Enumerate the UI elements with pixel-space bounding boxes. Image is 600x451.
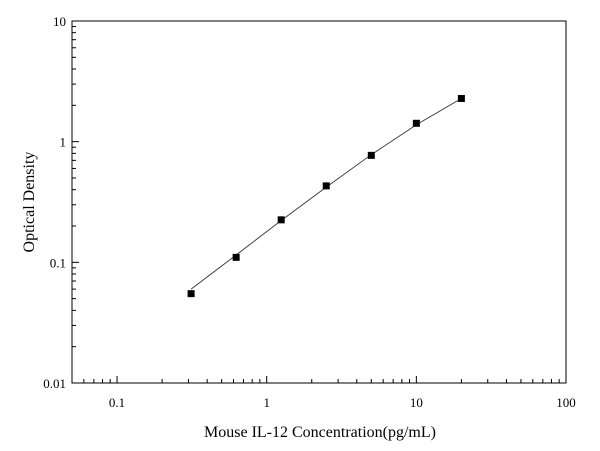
y-tick-label: 10 — [53, 14, 66, 29]
y-tick-label: 0.01 — [43, 376, 66, 391]
data-point — [232, 253, 240, 261]
fit-line — [190, 98, 462, 290]
fit-curve — [190, 98, 462, 290]
y-tick-label: 1 — [60, 135, 67, 150]
data-point — [187, 290, 195, 298]
axis-ticks — [71, 20, 567, 384]
plot-frame — [71, 20, 567, 384]
y-tick-label: 0.1 — [50, 255, 66, 270]
x-tick-label: 10 — [410, 395, 423, 410]
tick-labels: 0.1 1 10 100 0.01 0.1 1 10 — [43, 14, 576, 410]
x-tick-label: 0.1 — [109, 395, 125, 410]
data-point — [412, 119, 420, 127]
y-axis-title: Optical Density — [21, 152, 38, 253]
x-axis-title: Mouse IL-12 Concentration(pg/mL) — [204, 424, 436, 441]
data-point — [322, 182, 330, 190]
x-tick-label: 1 — [263, 395, 270, 410]
data-points — [187, 94, 465, 298]
x-tick-label: 100 — [556, 395, 576, 410]
data-point — [367, 151, 375, 159]
data-point — [457, 94, 465, 102]
data-point — [277, 216, 285, 224]
